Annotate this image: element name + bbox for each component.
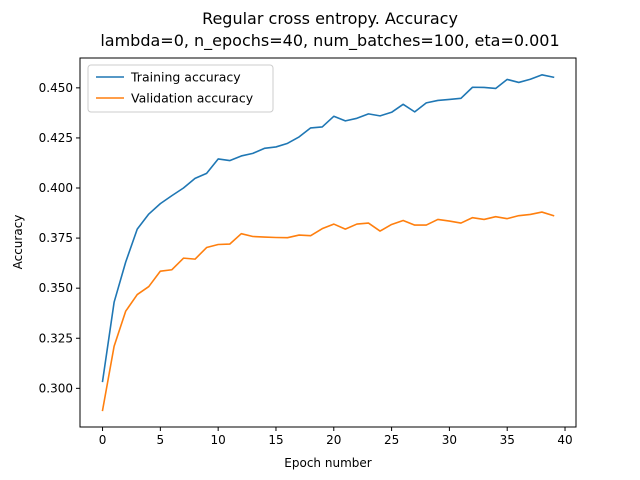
y-tick-label: 0.375	[39, 231, 73, 245]
chart-title: Regular cross entropy. Accuracy	[202, 9, 458, 28]
x-tick-label: 25	[384, 433, 399, 447]
series-layer	[101, 74, 555, 412]
x-tick-label: 30	[442, 433, 457, 447]
chart-subtitle: lambda=0, n_epochs=40, num_batches=100, …	[100, 31, 559, 51]
y-tick-label: 0.350	[39, 281, 73, 295]
y-tick-label: 0.400	[39, 181, 73, 195]
series-line-validation	[101, 211, 555, 412]
x-axis-label: Epoch number	[284, 456, 371, 470]
y-tick-label: 0.325	[39, 331, 73, 345]
legend-box	[87, 64, 274, 113]
y-tick-label: 0.425	[39, 131, 73, 145]
y-axis: 0.300 0.325 0.350 0.375 0.400 0.425 0.450	[39, 81, 80, 395]
y-tick-label: 0.300	[39, 381, 73, 395]
plot-frame	[79, 57, 577, 428]
x-tick-label: 20	[326, 433, 341, 447]
legend-label: Training accuracy	[130, 70, 241, 85]
y-tick-label: 0.450	[39, 81, 73, 95]
x-tick-label: 0	[99, 433, 107, 447]
x-tick-label: 5	[157, 433, 165, 447]
x-tick-label: 40	[557, 433, 572, 447]
x-tick-label: 15	[268, 433, 283, 447]
x-axis: 0 5 10 15 20 25 30 35 40	[99, 427, 573, 447]
y-axis-label: Accuracy	[11, 215, 25, 270]
x-tick-label: 10	[211, 433, 226, 447]
series-line-training	[101, 74, 555, 383]
x-tick-label: 35	[500, 433, 515, 447]
legend-label: Validation accuracy	[131, 91, 254, 106]
legend: Training accuracy Validation accuracy	[87, 64, 274, 113]
